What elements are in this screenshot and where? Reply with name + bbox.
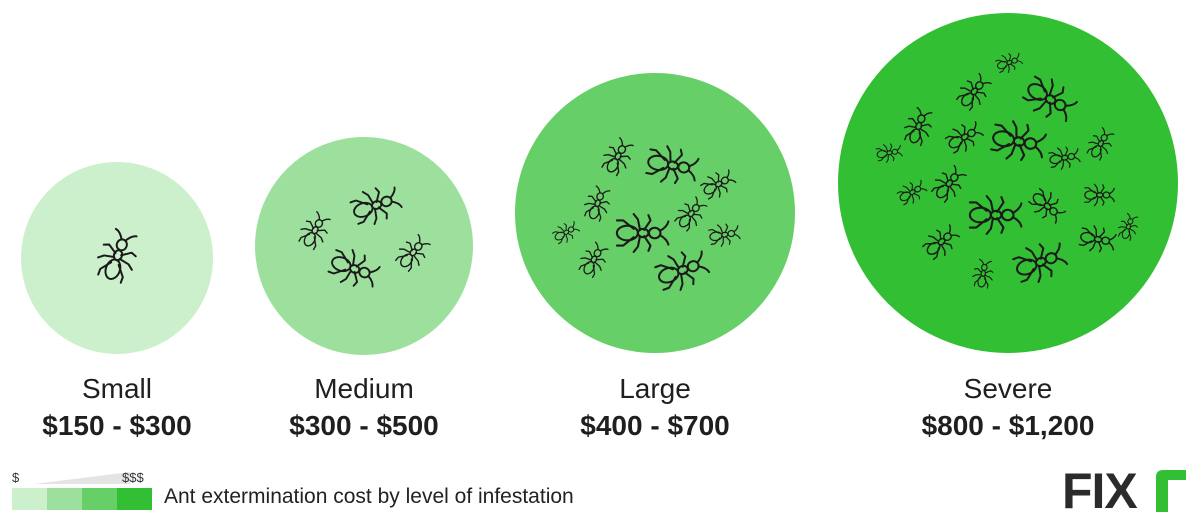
ant-icon — [298, 211, 331, 251]
level-name: Large — [619, 373, 691, 404]
level-small: Small $150 - $300 — [0, 373, 267, 443]
ant-icon — [1084, 183, 1115, 207]
ant-icon — [578, 241, 609, 278]
fixr-logo: FIX — [1062, 465, 1186, 513]
ant-icon — [968, 195, 1023, 235]
ant-icon — [601, 137, 634, 177]
bubble-medium — [255, 137, 473, 355]
ant-icon — [944, 121, 984, 154]
legend-swatch — [117, 488, 152, 510]
ant-icon — [1028, 187, 1067, 224]
legend-swatches — [12, 488, 152, 510]
ant-icon — [700, 169, 737, 200]
bubble-circle — [21, 162, 213, 354]
ant-icon — [875, 143, 903, 163]
bubble-small — [21, 162, 213, 354]
bubble-circle — [515, 73, 795, 353]
level-large: Large $400 - $700 — [505, 373, 805, 443]
level-medium: Medium $300 - $500 — [214, 373, 514, 443]
level-price: $300 - $500 — [289, 410, 439, 441]
ant-icon — [1086, 127, 1115, 161]
ant-icon — [955, 72, 992, 111]
level-name: Severe — [963, 373, 1053, 404]
ant-icon — [674, 196, 708, 232]
level-name: Small — [81, 373, 152, 404]
legend-swatch — [12, 488, 47, 510]
ant-icon — [896, 179, 928, 206]
bubble-circle — [838, 13, 1178, 353]
ant-icon — [654, 250, 711, 291]
ant-icon — [1078, 225, 1117, 253]
ant-icon — [1021, 75, 1078, 123]
ant-icon — [1048, 146, 1081, 170]
ant-icon — [349, 186, 403, 225]
level-price: $400 - $700 — [580, 410, 730, 441]
ant-icon — [990, 120, 1047, 162]
ant-icon — [1012, 242, 1069, 283]
ant-icon — [615, 213, 670, 253]
level-severe: Severe $800 - $1,200 — [858, 373, 1158, 443]
legend-swatch — [47, 488, 82, 510]
ant-icon — [327, 249, 381, 288]
chart-caption: Ant extermination cost by level of infes… — [164, 485, 574, 508]
ant-icon — [708, 223, 741, 247]
bubble-large — [515, 73, 795, 353]
bubble-circle — [255, 137, 473, 355]
legend-low-label: $ — [12, 470, 20, 485]
level-price: $800 - $1,200 — [921, 410, 1095, 441]
ant-icon — [1118, 212, 1139, 241]
ant-icon — [922, 224, 961, 261]
svg-text:FIX: FIX — [1062, 465, 1137, 513]
ant-icon — [645, 145, 700, 185]
level-price: $150 - $300 — [42, 410, 192, 441]
ant-icon — [995, 52, 1024, 73]
legend-ramp — [34, 472, 130, 484]
ant-icon — [904, 106, 933, 147]
ant-icon — [551, 220, 580, 245]
legend-high-label: $$$ — [122, 470, 144, 485]
ant-icon — [97, 227, 138, 284]
bubble-severe — [838, 13, 1178, 353]
ant-icon — [930, 164, 967, 203]
ant-icon — [584, 185, 611, 222]
legend-swatch — [82, 488, 117, 510]
level-name: Medium — [314, 373, 414, 404]
ant-icon — [394, 233, 431, 272]
ant-icon — [972, 258, 994, 289]
